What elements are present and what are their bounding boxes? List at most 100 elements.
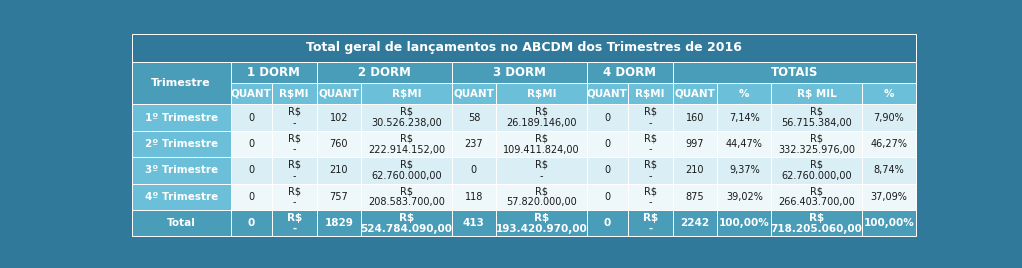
- Bar: [132, 157, 231, 184]
- Bar: [717, 83, 772, 104]
- Text: 2º Trimestre: 2º Trimestre: [144, 139, 218, 149]
- Text: 100,00%: 100,00%: [718, 218, 770, 228]
- Bar: [272, 157, 317, 184]
- Bar: [628, 184, 672, 210]
- Bar: [672, 104, 717, 131]
- Bar: [772, 157, 862, 184]
- Bar: [361, 210, 452, 236]
- Text: QUANT: QUANT: [675, 89, 715, 99]
- Bar: [862, 83, 916, 104]
- Text: R$
-: R$ -: [288, 160, 300, 181]
- Bar: [317, 210, 361, 236]
- Bar: [717, 184, 772, 210]
- Bar: [231, 210, 272, 236]
- Text: 9,37%: 9,37%: [729, 165, 759, 175]
- Bar: [452, 104, 497, 131]
- Bar: [717, 210, 772, 236]
- Bar: [272, 210, 317, 236]
- Text: 0: 0: [604, 192, 610, 202]
- Bar: [361, 157, 452, 184]
- Text: R$
-: R$ -: [288, 186, 300, 207]
- Text: R$
26.189.146,00: R$ 26.189.146,00: [506, 107, 576, 128]
- Text: 1 DORM: 1 DORM: [247, 66, 300, 79]
- Text: 3 DORM: 3 DORM: [493, 66, 546, 79]
- Text: R$MI: R$MI: [391, 89, 421, 99]
- Text: 237: 237: [465, 139, 483, 149]
- Text: QUANT: QUANT: [454, 89, 495, 99]
- Text: 0: 0: [248, 165, 254, 175]
- Bar: [272, 83, 317, 104]
- Bar: [587, 157, 628, 184]
- Bar: [361, 83, 452, 104]
- Bar: [361, 104, 452, 131]
- Text: 37,09%: 37,09%: [871, 192, 908, 202]
- Text: 44,47%: 44,47%: [726, 139, 762, 149]
- Bar: [497, 83, 587, 104]
- Bar: [272, 184, 317, 210]
- Text: R$
30.526.238,00: R$ 30.526.238,00: [371, 107, 442, 128]
- Text: 2242: 2242: [681, 218, 709, 228]
- Text: QUANT: QUANT: [319, 89, 360, 99]
- Text: 1829: 1829: [324, 218, 354, 228]
- Bar: [317, 62, 452, 83]
- Bar: [361, 131, 452, 157]
- Bar: [587, 210, 628, 236]
- Text: R$MI: R$MI: [526, 89, 556, 99]
- Bar: [452, 62, 587, 83]
- Text: 0: 0: [604, 218, 611, 228]
- Bar: [862, 210, 916, 236]
- Bar: [231, 104, 272, 131]
- Bar: [672, 83, 717, 104]
- Bar: [717, 104, 772, 131]
- Bar: [452, 184, 497, 210]
- Bar: [497, 157, 587, 184]
- Bar: [361, 184, 452, 210]
- Text: 46,27%: 46,27%: [871, 139, 908, 149]
- Text: 0: 0: [604, 165, 610, 175]
- Bar: [452, 157, 497, 184]
- Text: 757: 757: [329, 192, 349, 202]
- Bar: [772, 184, 862, 210]
- Bar: [272, 131, 317, 157]
- Text: %: %: [883, 89, 894, 99]
- Text: 0: 0: [248, 113, 254, 122]
- Text: R$MI: R$MI: [279, 89, 309, 99]
- Bar: [587, 62, 672, 83]
- Bar: [772, 210, 862, 236]
- Text: Total geral de lançamentos no ABCDM dos Trimestres de 2016: Total geral de lançamentos no ABCDM dos …: [306, 42, 742, 54]
- Bar: [132, 104, 231, 131]
- Bar: [452, 83, 497, 104]
- Text: R$ MIL: R$ MIL: [797, 89, 836, 99]
- Bar: [628, 157, 672, 184]
- Text: 0: 0: [604, 113, 610, 122]
- Bar: [317, 104, 361, 131]
- Bar: [452, 131, 497, 157]
- Text: Trimestre: Trimestre: [151, 78, 211, 88]
- Text: R$MI: R$MI: [636, 89, 665, 99]
- Text: 160: 160: [686, 113, 704, 122]
- Bar: [231, 184, 272, 210]
- Text: 100,00%: 100,00%: [864, 218, 914, 228]
- Bar: [132, 131, 231, 157]
- Bar: [587, 83, 628, 104]
- Bar: [862, 157, 916, 184]
- Bar: [772, 104, 862, 131]
- Bar: [628, 104, 672, 131]
- Bar: [587, 104, 628, 131]
- Text: R$
524.784.090,00: R$ 524.784.090,00: [361, 213, 453, 234]
- Text: 0: 0: [248, 192, 254, 202]
- Text: R$
-: R$ -: [643, 213, 658, 234]
- Text: R$
-: R$ -: [288, 133, 300, 155]
- Text: R$
193.420.970,00: R$ 193.420.970,00: [496, 213, 588, 234]
- Text: 118: 118: [465, 192, 483, 202]
- Bar: [231, 131, 272, 157]
- Bar: [717, 157, 772, 184]
- Text: R$
718.205.060,00: R$ 718.205.060,00: [771, 213, 863, 234]
- Text: R$
109.411.824,00: R$ 109.411.824,00: [503, 133, 579, 155]
- Bar: [672, 131, 717, 157]
- Text: R$
-: R$ -: [644, 133, 657, 155]
- Bar: [132, 184, 231, 210]
- Bar: [317, 184, 361, 210]
- Bar: [497, 210, 587, 236]
- Bar: [862, 104, 916, 131]
